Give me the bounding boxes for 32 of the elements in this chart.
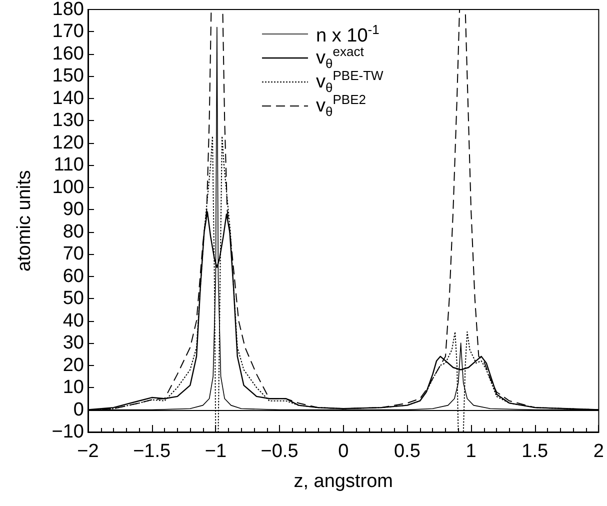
x-tick-label: 2 [593, 441, 604, 462]
x-tick-label: −0.5 [260, 441, 298, 462]
y-tick-label: 50 [62, 288, 84, 310]
x-tick-label: −2 [77, 441, 99, 462]
x-tick-label: −1.5 [133, 441, 171, 462]
y-axis-title: atomic units [14, 170, 35, 272]
y-tick-label: 150 [52, 66, 84, 87]
y-tick-label: 180 [52, 0, 84, 20]
x-tick-label: 1.5 [522, 441, 548, 462]
x-axis-title: z, angstrom [294, 471, 393, 492]
y-tick-label: 0 [73, 399, 84, 420]
y-tick-label: 100 [52, 176, 84, 198]
y-tick-label: 130 [52, 110, 84, 132]
x-tick-label: −1 [204, 441, 227, 462]
y-tick-label: −10 [52, 422, 84, 442]
y-tick-label: 30 [62, 332, 84, 354]
y-tick-label: 110 [54, 154, 84, 176]
y-tick-label: 70 [62, 244, 84, 265]
y-tick-label: 170 [52, 21, 84, 42]
y-tick-label: 10 [62, 377, 84, 398]
legend-label: n x 10$^{-1}$ [316, 22, 380, 46]
y-tick-label: 20 [62, 354, 84, 376]
y-tick-label: 40 [62, 310, 84, 332]
y-tick-label: 160 [52, 43, 84, 64]
x-tick-label: 0.5 [394, 441, 420, 462]
y-tick-label: 140 [52, 88, 84, 109]
y-tick-label: 60 [62, 266, 84, 287]
y-tick-label: 120 [52, 132, 84, 154]
y-tick-label: 80 [62, 221, 84, 242]
x-tick-label: 1 [466, 441, 476, 462]
x-tick-label: 0 [338, 441, 349, 462]
y-tick-label: 90 [62, 199, 84, 220]
